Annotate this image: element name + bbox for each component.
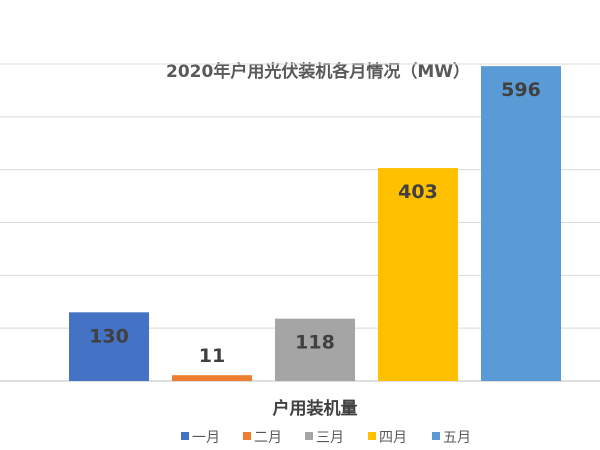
legend-label-3: 三月 xyxy=(316,430,344,446)
data-label-1: 130 xyxy=(89,325,129,347)
data-label-4: 403 xyxy=(398,181,438,203)
legend-label-4: 四月 xyxy=(379,430,407,446)
data-label-5: 596 xyxy=(501,79,541,101)
bar-3 xyxy=(275,318,355,381)
legend-swatch-1 xyxy=(181,432,189,440)
data-label-2: 11 xyxy=(199,345,225,367)
x-axis-label: 户用装机量 xyxy=(273,398,358,419)
legend-swatch-3 xyxy=(305,432,313,440)
bar-5 xyxy=(481,66,561,381)
chart-title: 2020年户用光伏装机各月情况（MW） xyxy=(166,61,470,82)
legend-label-1: 一月 xyxy=(192,430,220,446)
bars xyxy=(69,66,561,381)
legend-label-2: 二月 xyxy=(254,430,282,446)
bar-1 xyxy=(69,312,149,381)
bar-4 xyxy=(378,168,458,381)
legend-label-5: 五月 xyxy=(443,430,471,446)
legend-swatch-5 xyxy=(432,432,440,440)
data-labels: 130 11 118 403 596 xyxy=(89,79,541,367)
data-label-3: 118 xyxy=(295,332,335,354)
legend: 一月 二月 三月 四月 五月 xyxy=(181,430,471,446)
legend-swatch-4 xyxy=(368,432,376,440)
bar-2 xyxy=(172,375,252,381)
legend-swatch-2 xyxy=(243,432,251,440)
